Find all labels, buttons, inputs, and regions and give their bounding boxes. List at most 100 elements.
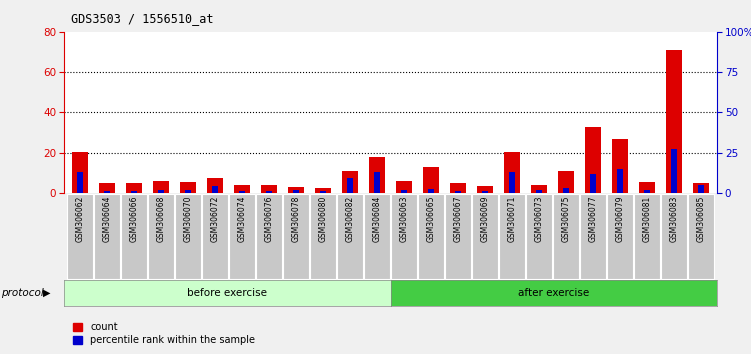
Bar [131,190,137,193]
FancyBboxPatch shape [229,194,255,279]
Text: GSM306075: GSM306075 [562,195,571,242]
Text: GSM306068: GSM306068 [156,195,165,242]
Text: GSM306074: GSM306074 [237,195,246,242]
FancyBboxPatch shape [418,194,444,279]
Bar [585,127,601,193]
Bar [207,178,223,193]
FancyBboxPatch shape [608,194,632,279]
Bar [320,191,326,193]
Legend: count, percentile rank within the sample: count, percentile rank within the sample [68,319,259,349]
Bar [153,181,169,193]
Text: after exercise: after exercise [518,288,590,298]
Bar [450,183,466,193]
Bar [342,171,358,193]
Bar [266,190,272,193]
FancyBboxPatch shape [149,194,173,279]
Text: GSM306069: GSM306069 [481,195,490,242]
FancyBboxPatch shape [337,194,363,279]
FancyBboxPatch shape [635,194,659,279]
Text: protocol: protocol [2,288,44,298]
Bar [617,169,623,193]
FancyBboxPatch shape [310,194,336,279]
FancyBboxPatch shape [68,194,92,279]
FancyBboxPatch shape [364,194,390,279]
Bar [374,172,380,193]
Bar [369,157,385,193]
Bar [212,187,218,193]
Bar [158,190,164,193]
Bar [531,185,547,193]
Text: GSM306066: GSM306066 [129,195,138,242]
Bar [401,190,407,193]
Text: GSM306081: GSM306081 [643,195,652,242]
Text: GSM306071: GSM306071 [508,195,517,242]
Text: GSM306083: GSM306083 [669,195,678,242]
FancyBboxPatch shape [689,194,713,279]
Text: GSM306062: GSM306062 [76,195,85,242]
FancyBboxPatch shape [553,194,579,279]
Bar [126,183,142,193]
Bar [234,185,250,193]
Text: GSM306073: GSM306073 [535,195,544,242]
Bar [423,167,439,193]
Text: GSM306079: GSM306079 [616,195,625,242]
FancyBboxPatch shape [95,194,119,279]
Bar [612,138,628,193]
Bar [639,182,655,193]
Bar [563,188,569,193]
FancyBboxPatch shape [526,194,552,279]
Bar [180,182,196,193]
Bar [504,152,520,193]
FancyBboxPatch shape [256,194,282,279]
Bar [644,190,650,193]
Bar [558,171,574,193]
Bar [99,183,115,193]
FancyBboxPatch shape [472,194,498,279]
Bar [477,186,493,193]
Text: before exercise: before exercise [187,288,267,298]
FancyBboxPatch shape [391,194,417,279]
Bar [261,185,277,193]
Text: GSM306072: GSM306072 [210,195,219,242]
Text: GSM306084: GSM306084 [372,195,382,242]
Text: GSM306064: GSM306064 [103,195,112,242]
FancyBboxPatch shape [445,194,471,279]
Bar [666,50,682,193]
Text: GSM306063: GSM306063 [400,195,409,242]
Text: GSM306077: GSM306077 [589,195,598,242]
Bar [347,178,353,193]
Bar [455,191,461,193]
FancyBboxPatch shape [662,194,686,279]
Bar [104,190,110,193]
FancyBboxPatch shape [122,194,146,279]
Bar [288,187,304,193]
Bar [315,188,331,193]
Bar [239,190,245,193]
FancyBboxPatch shape [499,194,525,279]
FancyBboxPatch shape [175,194,201,279]
Bar [185,190,191,193]
Text: GSM306080: GSM306080 [318,195,327,242]
Text: GSM306067: GSM306067 [454,195,463,242]
Text: GSM306085: GSM306085 [696,195,705,242]
Text: GSM306065: GSM306065 [427,195,436,242]
Text: GSM306082: GSM306082 [345,195,354,242]
Bar [590,173,596,193]
Text: GSM306070: GSM306070 [183,195,192,242]
Text: GDS3503 / 1556510_at: GDS3503 / 1556510_at [71,12,214,25]
Bar [482,191,488,193]
Bar [396,181,412,193]
Bar [428,189,434,193]
Text: GSM306078: GSM306078 [291,195,300,242]
Bar [693,183,709,193]
Bar [72,152,88,193]
Text: ▶: ▶ [43,288,50,298]
Bar [293,190,299,193]
Bar [509,172,515,193]
Text: GSM306076: GSM306076 [264,195,273,242]
FancyBboxPatch shape [202,194,228,279]
Bar [536,190,542,193]
Bar [698,185,704,193]
Bar [671,149,677,193]
FancyBboxPatch shape [283,194,309,279]
